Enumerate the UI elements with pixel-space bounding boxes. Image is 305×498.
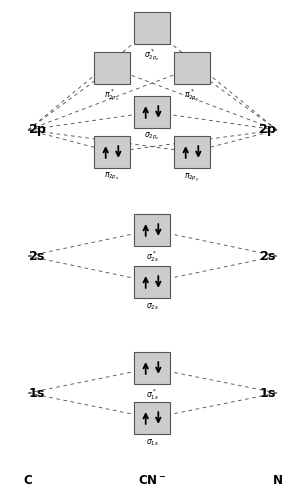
Bar [134, 266, 170, 298]
Bar [134, 96, 170, 128]
Text: $\sigma_{2p_z}$: $\sigma_{2p_z}$ [144, 131, 160, 142]
Bar [134, 352, 170, 384]
Text: $\sigma^*_{2p_z}$: $\sigma^*_{2p_z}$ [144, 47, 160, 63]
Bar [134, 214, 170, 246]
Text: $\mathbf{1s}$: $\mathbf{1s}$ [28, 386, 45, 399]
Text: $\sigma_{1s}$: $\sigma_{1s}$ [145, 437, 159, 448]
Text: $\mathbf{C}$: $\mathbf{C}$ [23, 474, 33, 487]
Text: $\sigma^*_{2s}$: $\sigma^*_{2s}$ [145, 249, 159, 264]
Text: $\mathbf{2s}$: $\mathbf{2s}$ [28, 249, 45, 262]
Text: $\mathbf{2s}$: $\mathbf{2s}$ [260, 249, 277, 262]
Text: $\pi^*_{2p_x}$: $\pi^*_{2p_x}$ [104, 87, 120, 103]
Bar [94, 52, 130, 84]
Bar [134, 12, 170, 44]
Text: $\mathbf{1s}$: $\mathbf{1s}$ [260, 386, 277, 399]
Text: $\sigma^*_{1s}$: $\sigma^*_{1s}$ [145, 387, 159, 402]
Text: $\mathbf{N}$: $\mathbf{N}$ [271, 474, 282, 487]
Text: $\sigma_{2s}$: $\sigma_{2s}$ [145, 301, 159, 312]
Bar [174, 52, 210, 84]
Text: $\mathbf{2p}$: $\mathbf{2p}$ [28, 122, 47, 138]
Text: $\pi^*_{2p_y}$: $\pi^*_{2p_y}$ [184, 87, 200, 104]
Text: $\pi_{2p_x}$: $\pi_{2p_x}$ [104, 171, 120, 182]
Bar [174, 136, 210, 168]
Bar [94, 136, 130, 168]
Text: $\mathbf{2p}$: $\mathbf{2p}$ [258, 122, 277, 138]
Text: $\pi_{2p_y}$: $\pi_{2p_y}$ [184, 171, 200, 184]
Text: $\mathbf{CN^-}$: $\mathbf{CN^-}$ [138, 474, 166, 487]
Bar [134, 402, 170, 434]
